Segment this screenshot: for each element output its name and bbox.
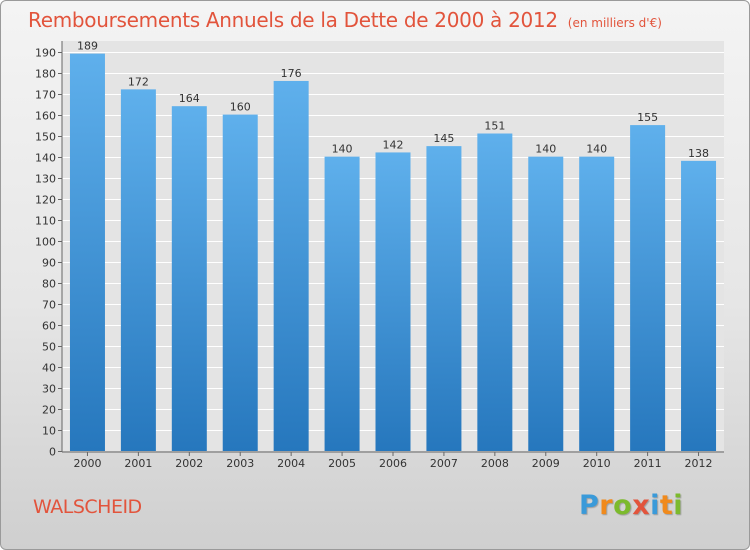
chart-subtitle: (en milliers d'€) <box>567 16 662 30</box>
logo-letter: P <box>579 490 600 521</box>
bar <box>69 53 105 451</box>
bar-value-label: 140 <box>332 143 353 156</box>
y-tick-label: 30 <box>42 383 56 396</box>
x-tick-label: 2002 <box>175 457 203 470</box>
bar <box>426 146 462 451</box>
y-tick-label: 170 <box>35 89 56 102</box>
y-tick-label: 100 <box>35 236 56 249</box>
x-tick-label: 2009 <box>532 457 560 470</box>
y-axis-ticks: 0 10 20 30 40 50 60 70 80 90 100 110 120 130 140 150 160… <box>35 47 62 459</box>
bar <box>324 156 360 451</box>
bar-value-label: 155 <box>637 111 658 124</box>
y-tick-label: 110 <box>35 215 56 228</box>
bar <box>477 133 513 451</box>
bar-value-label: 140 <box>586 143 607 156</box>
logo-letter: i <box>673 490 684 521</box>
bar-value-label: 138 <box>688 147 709 160</box>
y-tick-label: 80 <box>42 278 56 291</box>
logo-letter: i <box>650 490 660 521</box>
x-tick-label: 2000 <box>73 457 101 470</box>
y-tick-label: 180 <box>35 68 56 81</box>
chart-title: Remboursements Annuels de la Dette de 20… <box>28 8 662 32</box>
bar <box>120 89 156 451</box>
chart-title-text: Remboursements Annuels de la Dette de 20… <box>28 8 558 32</box>
commune-name: WALSCHEID <box>33 496 142 518</box>
y-tick-label: 90 <box>42 257 56 270</box>
y-tick-label: 50 <box>42 341 56 354</box>
bar-value-label: 160 <box>230 101 251 114</box>
x-axis-ticks: 2000 2001 2002 2003 2004 2005 2006 2007 2008 2009… <box>73 452 713 470</box>
x-tick-label: 2005 <box>328 457 356 470</box>
logo-letter: r <box>599 490 614 521</box>
x-tick-label: 2011 <box>634 457 662 470</box>
bar-value-label: 172 <box>128 75 149 88</box>
bar-value-label: 189 <box>77 40 98 53</box>
y-tick-label: 60 <box>42 320 56 333</box>
bar <box>171 106 207 451</box>
logo-letter: o <box>613 490 633 521</box>
y-tick-label: 130 <box>35 173 56 186</box>
bar-value-label: 176 <box>281 67 302 80</box>
x-tick-label: 2004 <box>277 457 305 470</box>
x-tick-label: 2008 <box>481 457 509 470</box>
bar <box>528 156 564 451</box>
logo-letter: x <box>632 490 651 521</box>
x-tick-label: 2012 <box>685 457 713 470</box>
y-tick-label: 0 <box>49 446 56 459</box>
x-tick-label: 2006 <box>379 457 407 470</box>
bar <box>579 156 615 451</box>
y-tick-label: 140 <box>35 152 56 165</box>
y-tick-label: 20 <box>42 404 56 417</box>
bar <box>222 114 258 451</box>
logo-letter: t <box>659 490 674 521</box>
x-tick-label: 2007 <box>430 457 458 470</box>
bar <box>375 152 411 451</box>
y-tick-label: 160 <box>35 110 56 123</box>
proxiti-logo: Proxiti <box>579 490 683 521</box>
bar-value-label: 164 <box>179 92 200 105</box>
y-tick-label: 40 <box>42 362 56 375</box>
bar-value-label: 140 <box>535 143 556 156</box>
bar-value-label: 142 <box>383 138 404 151</box>
x-tick-label: 2010 <box>583 457 611 470</box>
y-tick-label: 120 <box>35 194 56 207</box>
bar <box>681 160 717 451</box>
y-tick-label: 150 <box>35 131 56 144</box>
x-tick-label: 2001 <box>124 457 152 470</box>
bars: 189 172 164 160 176 140 142 145 151 140 140 155 138 <box>69 40 717 451</box>
y-tick-label: 70 <box>42 299 56 312</box>
bar <box>630 125 666 451</box>
bar-value-label: 145 <box>433 132 454 145</box>
y-tick-label: 190 <box>35 47 56 60</box>
bar <box>273 80 309 451</box>
x-tick-label: 2003 <box>226 457 254 470</box>
bar-value-label: 151 <box>484 120 505 133</box>
y-tick-label: 10 <box>42 425 56 438</box>
